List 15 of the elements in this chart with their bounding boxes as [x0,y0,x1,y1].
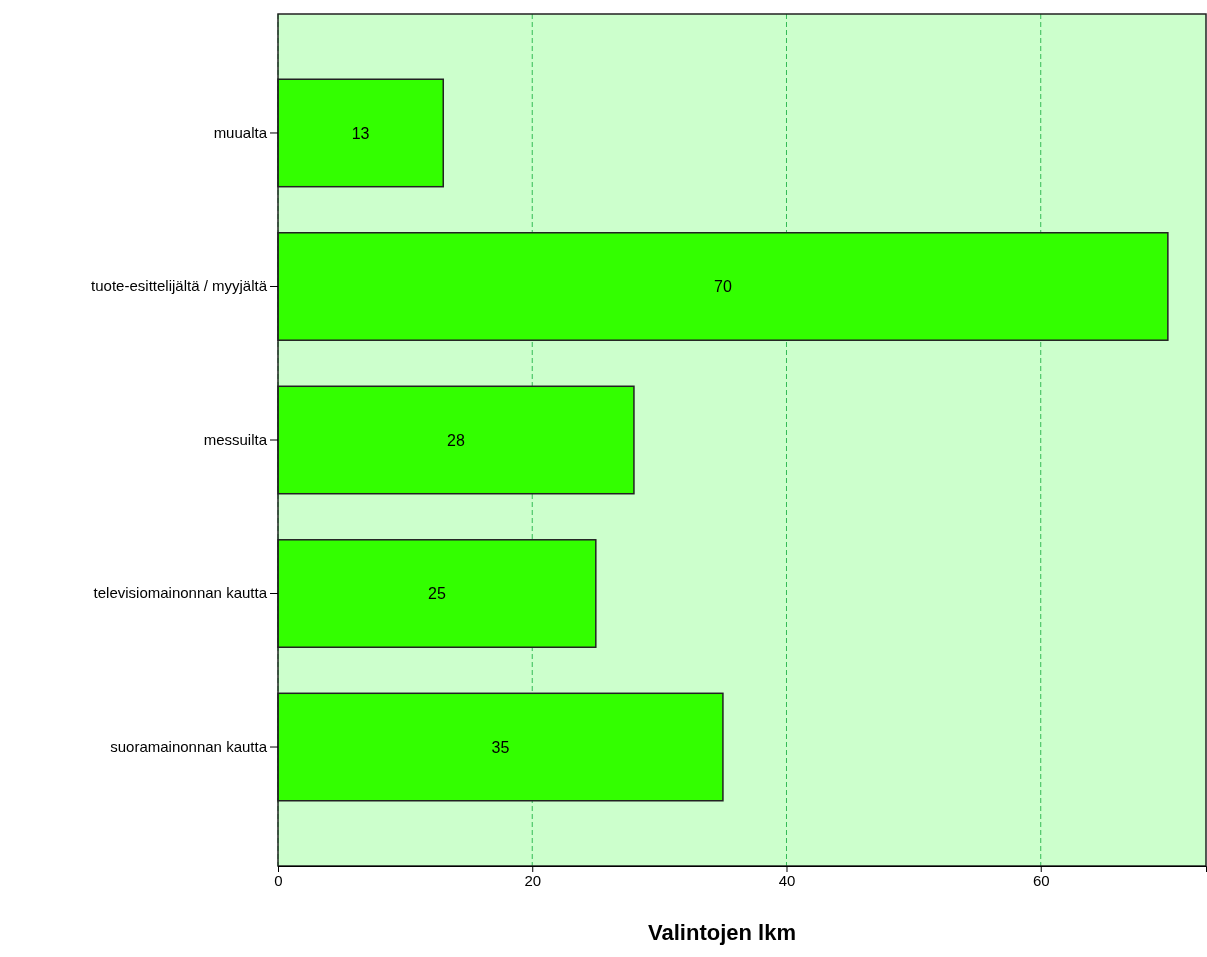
x-tick-label: 0 [274,871,283,889]
x-tick-label: 20 [524,871,542,889]
y-tick-label: tuote-esittelijältä / myyjältä [91,277,268,295]
x-axis-title: Valintojen lkm [648,920,796,945]
data-label: 35 [491,738,510,756]
y-tick-label: muualta [213,123,268,141]
data-label: 28 [447,431,465,449]
y-tick-label: televisiomainonnan kautta [93,584,268,602]
data-label: 70 [714,278,732,296]
y-tick-label: messuilta [203,430,268,448]
data-label: 25 [428,585,446,603]
y-tick-label: suoramainonnan kautta [110,737,268,755]
data-label: 13 [351,124,370,142]
x-tick-label: 60 [1032,871,1050,889]
x-tick-label: 40 [778,871,796,889]
